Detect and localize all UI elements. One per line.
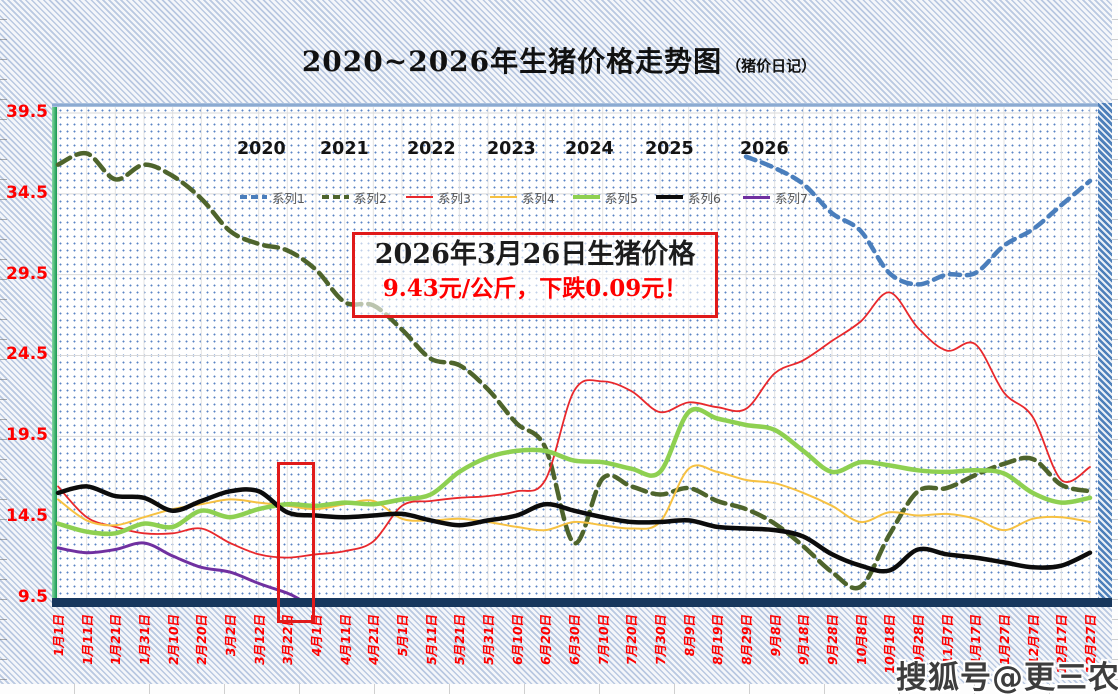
legend-line-swatch: [240, 194, 267, 200]
x-tick-label: 4月21日: [366, 612, 382, 667]
legend-line-swatch: [406, 196, 433, 198]
series-line-系列7: [56, 541, 301, 601]
chart-title-suffix: （猪价日记）: [726, 57, 817, 75]
x-tick-label: 5月21日: [452, 612, 468, 667]
y-tick-label: 29.5: [6, 263, 48, 284]
plot-border-bottom: [52, 598, 1112, 607]
series-line-系列5: [55, 406, 1093, 537]
legend-label: 系列5: [605, 190, 638, 206]
x-tick-label: 1月11日: [79, 612, 95, 667]
x-tick-label: 9月8日: [767, 612, 783, 658]
spreadsheet-row-marks: [0, 0, 7, 694]
x-tick-label: 5月11日: [423, 612, 439, 667]
x-tick-label: 7月30日: [653, 612, 668, 667]
chart-title: 2020~2026年生猪价格走势图 （猪价日记）: [0, 40, 1118, 80]
current-date-highlight-rect: [277, 462, 315, 623]
year-label-2020: 2020: [237, 139, 286, 159]
year-label-2025: 2025: [645, 139, 694, 159]
y-tick-label: 19.5: [6, 425, 48, 446]
year-label-2022: 2022: [407, 139, 456, 159]
chart-title-main: 2020~2026年生猪价格走势图: [301, 45, 723, 78]
series-line-系列3: [57, 291, 1091, 559]
plot-border-top: [52, 103, 1112, 107]
series-line-系列1: [743, 154, 1093, 287]
legend-label: 系列4: [522, 190, 555, 206]
x-tick-label: 4月11日: [337, 612, 353, 667]
year-label-2023: 2023: [487, 139, 536, 159]
x-tick-label: 6月10日: [509, 612, 525, 667]
legend-line-swatch: [573, 194, 600, 200]
y-tick-label: 9.5: [17, 587, 48, 607]
legend-line-swatch: [656, 194, 683, 200]
x-tick-label: 10月8日: [853, 612, 869, 667]
legend-item-系列3: 系列3: [406, 190, 471, 206]
y-tick-label: 24.5: [6, 344, 48, 365]
legend-item-系列5: 系列5: [573, 190, 638, 206]
x-tick-label: 1月31日: [137, 612, 152, 667]
x-tick-label: 6月20日: [538, 612, 554, 667]
x-tick-label: 8月19日: [710, 612, 726, 667]
legend-item-系列6: 系列6: [656, 190, 721, 206]
legend-item-系列4: 系列4: [490, 190, 555, 206]
x-tick-label: 1月21日: [108, 612, 124, 667]
legend-item-系列2: 系列2: [322, 190, 387, 206]
year-label-2024: 2024: [565, 139, 614, 159]
series-line-系列6: [55, 484, 1093, 574]
y-tick-label: 39.5: [6, 101, 48, 122]
x-tick-label: 5月31日: [481, 612, 496, 667]
x-tick-label: 3月12日: [251, 612, 267, 667]
legend-label: 系列7: [775, 190, 808, 206]
year-label-2021: 2021: [320, 139, 369, 159]
spreadsheet-right-cells: [1112, 0, 1118, 694]
watermark: 搜狐号@更三农: [896, 660, 1118, 694]
x-tick-label: 7月10日: [595, 612, 611, 667]
x-tick-label: 9月18日: [796, 612, 812, 667]
x-tick-label: 5月1日: [395, 612, 410, 658]
legend-label: 系列2: [354, 190, 387, 206]
chart-canvas: [55, 107, 1098, 601]
x-tick-label: 6月30日: [567, 612, 582, 667]
plot-border-right: [1098, 103, 1112, 607]
legend-line-swatch: [743, 195, 770, 199]
year-label-2026: 2026: [740, 139, 789, 159]
legend-item-系列1: 系列1: [240, 190, 305, 206]
legend-label: 系列6: [688, 190, 721, 206]
legend-label: 系列1: [272, 190, 305, 206]
y-tick-label: 14.5: [6, 506, 48, 527]
x-tick-label: 7月20日: [624, 612, 640, 667]
annotation-price-line: 9.43元/公斤，下跌0.09元！: [382, 275, 688, 302]
legend-line-swatch: [322, 194, 349, 200]
legend-item-系列7: 系列7: [743, 190, 808, 206]
x-tick-label: 10月18日: [882, 612, 898, 675]
x-tick-label: 8月9日: [681, 612, 697, 658]
x-tick-label: 8月29日: [739, 612, 754, 667]
annotation-date-line: 2026年3月26日生猪价格: [374, 239, 696, 270]
x-tick-label: 3月2日: [223, 612, 238, 658]
series-line-系列4: [57, 464, 1091, 532]
series-line-系列2: [55, 150, 1093, 591]
x-tick-label: 2月20日: [194, 612, 210, 667]
plot-border-left: [52, 103, 57, 607]
legend-line-swatch: [490, 196, 517, 198]
price-annotation-box: 2026年3月26日生猪价格 9.43元/公斤，下跌0.09元！: [352, 232, 718, 318]
y-tick-label: 34.5: [6, 182, 48, 203]
plot-area: [55, 107, 1098, 601]
x-tick-label: 9月28日: [825, 612, 840, 667]
x-tick-label: 2月10日: [165, 612, 181, 667]
legend-label: 系列3: [438, 190, 471, 206]
spreadsheet-bottom-cells: [0, 684, 1118, 694]
x-tick-label: 1月1日: [51, 612, 66, 658]
